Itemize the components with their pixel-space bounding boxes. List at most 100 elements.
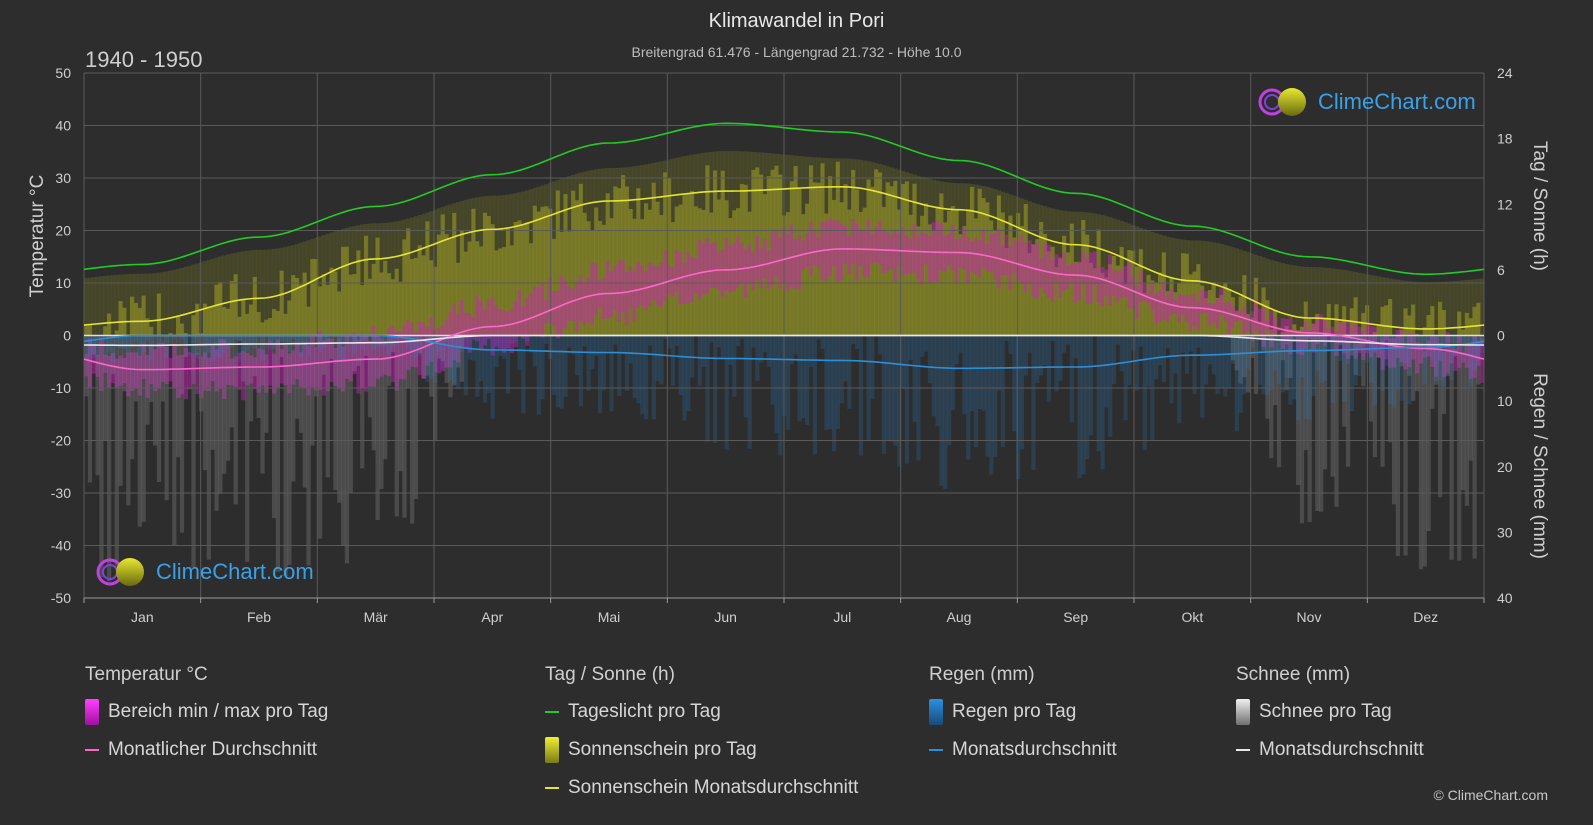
sunshine-bar	[1437, 301, 1443, 336]
temp-range-bar	[84, 354, 89, 377]
daylight-bar	[195, 263, 200, 336]
sunshine-bar	[1472, 306, 1477, 336]
temp-range-bar	[241, 351, 246, 401]
sunshine-bar	[824, 213, 829, 336]
temp-range-bar	[981, 230, 986, 268]
snow-bar	[1338, 335, 1343, 346]
snow-bar	[1353, 335, 1358, 376]
rain-bar	[156, 335, 162, 348]
rain-bar	[1023, 335, 1028, 376]
temp-range-bar	[1342, 323, 1347, 354]
snow-bar	[1437, 335, 1443, 498]
temp-range-bar	[294, 342, 300, 380]
legend-label: Sonnenschein Monatsdurchschnitt	[568, 777, 859, 798]
sunshine-bar	[310, 258, 315, 336]
temp-range-bar	[321, 340, 327, 396]
temp-range-bar	[1157, 290, 1163, 322]
snow-bar	[260, 335, 265, 474]
rain-bar	[586, 335, 591, 391]
temp-range-bar	[1307, 329, 1312, 340]
sunshine-bar	[640, 219, 645, 336]
temp-range-bar	[1230, 305, 1236, 328]
rain-bar	[486, 335, 491, 393]
temp-range-bar	[1204, 291, 1209, 313]
daylight-bar	[1204, 241, 1209, 336]
temp-range-bar	[732, 242, 737, 292]
temp-range-bar	[1085, 257, 1090, 304]
snow-bar	[1399, 335, 1404, 367]
sunshine-bar	[145, 318, 150, 336]
snow-bar	[1395, 335, 1401, 556]
sunshine-bar	[678, 204, 683, 336]
temp-range-bar	[1016, 241, 1021, 281]
rain-bar	[954, 335, 959, 365]
right-top-axis-title: Tag / Sonne (h)	[1529, 141, 1550, 271]
temp-range-bar	[421, 322, 426, 379]
sunshine-bar	[540, 206, 545, 336]
rain-bar	[1284, 335, 1289, 378]
logo-bottom[interactable]: ClimeChart.com	[96, 556, 314, 588]
daylight-bar	[248, 250, 254, 336]
rain-bar	[728, 335, 733, 366]
sunshine-bar	[644, 203, 649, 336]
sunshine-bar	[1326, 303, 1331, 336]
temp-range-bar	[851, 219, 856, 265]
sunshine-bar	[1077, 262, 1082, 336]
sunshine-bar	[1307, 317, 1312, 336]
sunshine-bar	[379, 272, 384, 336]
temp-range-bar	[287, 353, 292, 394]
daylight-bar	[1434, 282, 1439, 336]
temp-range-bar	[1207, 302, 1213, 326]
daylight-bar	[137, 273, 142, 336]
snow-bar	[271, 335, 277, 519]
rain-bar	[1012, 335, 1017, 432]
sunshine-bar	[340, 246, 346, 336]
rain-bar	[624, 335, 630, 391]
sunshine-bar	[935, 206, 940, 336]
legend-label: Tageslicht pro Tag	[568, 701, 721, 722]
rain-bar	[1031, 335, 1036, 470]
sunshine-bar	[732, 210, 737, 336]
sunshine-bar	[279, 270, 284, 336]
rain-bar	[647, 335, 653, 346]
rain-bar	[110, 335, 116, 363]
rain-bar	[1058, 335, 1063, 381]
snow-bar	[1280, 335, 1285, 361]
snow-bar	[1296, 335, 1301, 486]
snow-bar	[237, 335, 242, 341]
temp-range-bar	[874, 227, 879, 263]
snow-bar	[225, 335, 231, 461]
temp-range-bar	[1414, 341, 1420, 374]
sunshine-bar	[298, 284, 304, 336]
temp-range-bar	[594, 263, 599, 316]
snow-bar	[153, 335, 158, 446]
logo-top[interactable]: ClimeChart.com	[1258, 86, 1476, 118]
sunshine-bar	[1414, 333, 1420, 336]
sunshine-bar	[912, 183, 917, 336]
snow-bar	[1230, 335, 1236, 361]
rain-bar	[260, 335, 265, 360]
rain-bar	[1368, 335, 1374, 383]
snow-bar	[1368, 335, 1374, 422]
sunshine-bar	[582, 212, 587, 336]
rain-bar	[1384, 335, 1389, 366]
sunshine-bar	[1108, 264, 1113, 336]
temp-range-bar	[268, 340, 273, 386]
legend-item-temp-avg: Monatlicher Durchschnitt	[85, 738, 328, 762]
daylight-bar	[110, 275, 116, 336]
sunshine-bar	[551, 238, 557, 336]
month-label: Sep	[1063, 609, 1088, 625]
rain-bar	[1322, 335, 1328, 381]
temp-range-bar	[206, 357, 211, 392]
rain-bar	[1134, 335, 1140, 391]
rain-bar	[107, 335, 112, 352]
temp-avg-line	[83, 248, 1485, 371]
temp-range-bar	[785, 233, 791, 292]
sunshine-bar	[141, 295, 146, 336]
sunshine-bar	[321, 274, 327, 336]
daylight-bar	[1269, 259, 1274, 336]
snow-bar	[413, 335, 419, 499]
temp-range-bar	[1441, 351, 1447, 377]
temp-range-bar	[1388, 338, 1393, 368]
temp-range-bar	[114, 358, 119, 389]
